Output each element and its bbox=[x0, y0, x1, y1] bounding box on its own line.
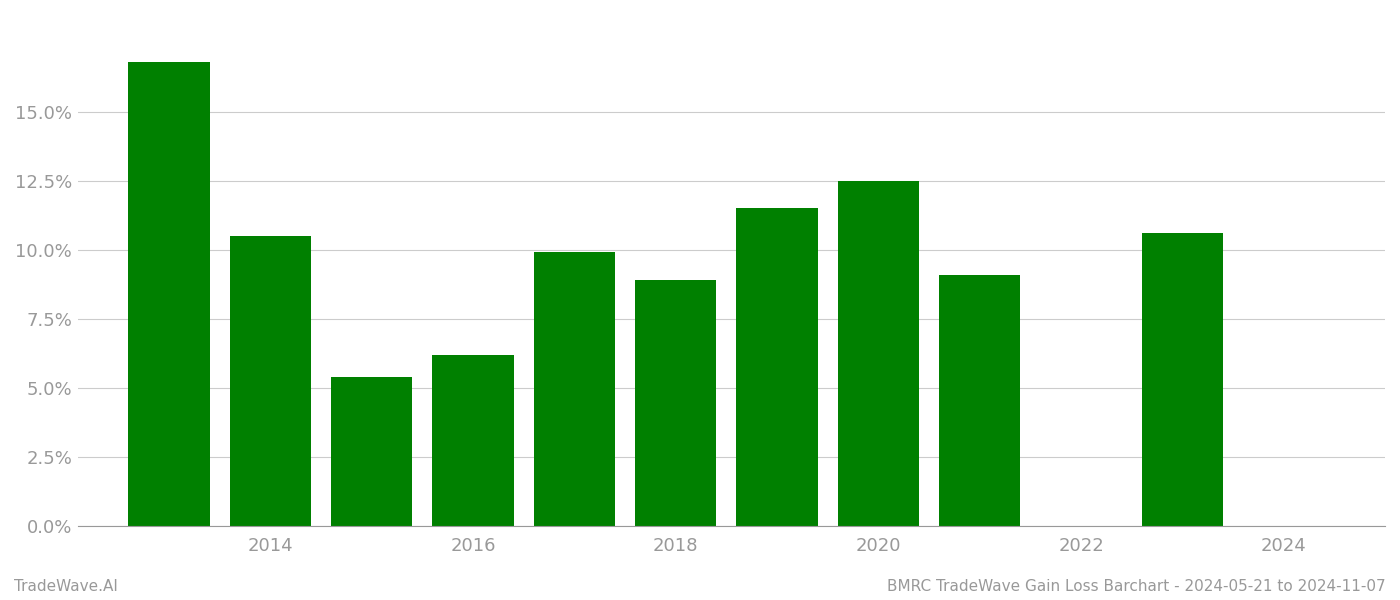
Bar bbox=[736, 208, 818, 526]
Bar bbox=[533, 253, 615, 526]
Bar bbox=[939, 275, 1021, 526]
Text: BMRC TradeWave Gain Loss Barchart - 2024-05-21 to 2024-11-07: BMRC TradeWave Gain Loss Barchart - 2024… bbox=[888, 579, 1386, 594]
Bar bbox=[230, 236, 311, 526]
Bar bbox=[837, 181, 918, 526]
Bar bbox=[332, 377, 412, 526]
Bar bbox=[433, 355, 514, 526]
Bar bbox=[636, 280, 717, 526]
Bar bbox=[129, 62, 210, 526]
Text: TradeWave.AI: TradeWave.AI bbox=[14, 579, 118, 594]
Bar bbox=[1142, 233, 1222, 526]
